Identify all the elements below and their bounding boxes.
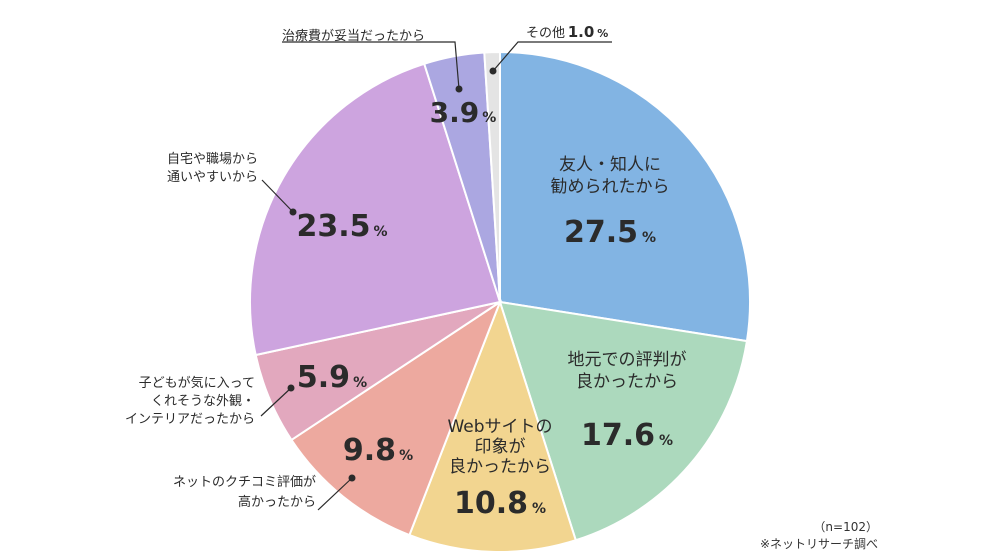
slice-value-2: 17.6% (581, 418, 673, 453)
pie-slice-8 (483, 50, 501, 303)
slice-label-8: その他 (526, 26, 565, 41)
leader-line-5 (260, 387, 292, 417)
source-note: ※ネットリサーチ調べ (759, 537, 878, 551)
leader-line-6 (261, 179, 294, 213)
slice-value-6: 23.5% (296, 209, 387, 244)
leader-line-4 (317, 477, 353, 511)
slice-label-4: 高かったから (238, 494, 316, 510)
slice-label-5: 子どもが気に入って (139, 375, 255, 391)
pie-slice-3 (408, 298, 578, 553)
pie-slice-6 (249, 62, 502, 357)
pie-slice-2 (498, 300, 749, 542)
slice-value-3: 10.8% (454, 486, 546, 521)
slice-label-3: Webサイトの (447, 417, 552, 437)
slice-label-2: 地元での評判が (568, 350, 687, 370)
sample-size-note: （n=102） (813, 520, 878, 534)
leader-dot-5 (287, 384, 295, 392)
leader-dot-6 (289, 208, 297, 216)
slice-label-6: 通いやすいから (167, 170, 258, 185)
slice-label-7: 治療費が妥当だったから (282, 29, 425, 44)
slice-label-5: インテリアだったから (125, 412, 255, 427)
slice-label-2: 良かったから (576, 372, 678, 392)
slice-value-8: 1.0% (568, 23, 609, 41)
slice-label-1: 勧められたから (551, 177, 670, 197)
leader-dot-8 (489, 67, 497, 75)
leader-line-7 (282, 41, 460, 90)
slice-value-5: 5.9% (297, 360, 367, 395)
slice-label-3: 良かったから (449, 457, 551, 477)
leader-dot-4 (348, 474, 356, 482)
pie-slice-1 (499, 50, 751, 343)
slice-label-3: 印象が (475, 437, 526, 457)
slice-label-1: 友人・知人に (559, 155, 661, 175)
slice-value-1: 27.5% (564, 215, 656, 250)
leader-dot-7 (455, 85, 463, 93)
leader-line-8 (492, 41, 612, 72)
slice-label-6: 自宅や職場から (167, 152, 258, 167)
slice-value-4: 9.8% (343, 433, 413, 468)
slice-label-5: くれそうな外観・ (151, 394, 255, 409)
pie-slice-4 (290, 299, 503, 537)
slice-value-7: 3.9% (430, 96, 497, 129)
slice-label-4: ネットのクチコミ評価が (173, 475, 316, 490)
